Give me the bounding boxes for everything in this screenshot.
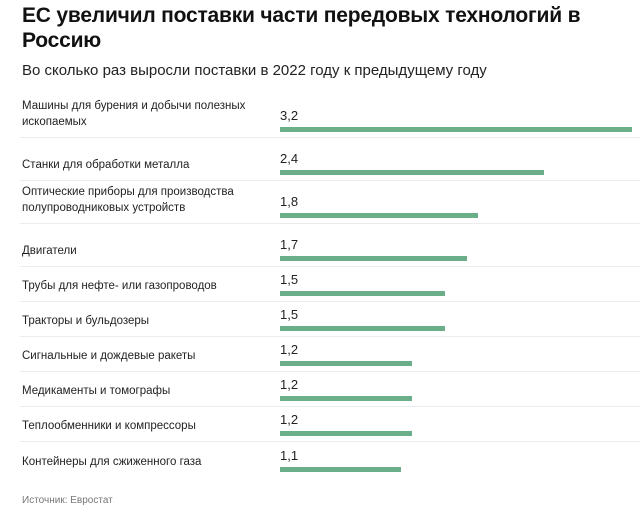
category-label: Двигатели (22, 245, 77, 257)
source-note: Источник: Евростат (22, 495, 113, 506)
bar (280, 127, 632, 132)
value-label: 1,2 (280, 377, 299, 392)
bar (280, 256, 467, 261)
value-label: 1,2 (280, 412, 299, 427)
bar (280, 170, 544, 175)
value-label: 2,4 (280, 151, 299, 166)
value-label: 1,5 (280, 272, 299, 287)
bar-row: Станки для обработки металла 2,4 (20, 138, 640, 181)
bar (280, 291, 445, 296)
bar-row: Трубы для нефте- или газопроводов 1,5 (20, 267, 640, 302)
value-label: 1,2 (280, 342, 299, 357)
bar-row: Теплообменники и компрессоры 1,2 (20, 407, 640, 442)
chart-title: ЕС увеличил поставки части передовых тех… (22, 4, 581, 52)
bar-row: Сигнальные и дождевые ракеты 1,2 (20, 337, 640, 372)
bar (280, 326, 445, 331)
category-label: Тракторы и бульдозеры (22, 315, 150, 327)
value-label: 3,2 (280, 108, 299, 123)
value-label: 1,7 (280, 237, 299, 252)
bar-row: Двигатели 1,7 (20, 224, 640, 267)
bar-row: Контейнеры для сжиженного газа 1,1 (20, 442, 640, 477)
category-label: Машины для бурения и добычи полезных иск… (22, 100, 246, 128)
category-label: Сигнальные и дождевые ракеты (22, 350, 196, 362)
category-label: Теплообменники и компрессоры (22, 420, 196, 432)
bar-row: Оптические приборы для производства полу… (20, 181, 640, 224)
chart-subtitle: Во сколько раз выросли поставки в 2022 г… (22, 62, 487, 79)
bar (280, 431, 412, 436)
category-label: Станки для обработки металла (22, 159, 190, 171)
value-label: 1,1 (280, 448, 299, 463)
bar (280, 467, 401, 472)
bar (280, 396, 412, 401)
bar-row: Тракторы и бульдозеры 1,5 (20, 302, 640, 337)
bar-row: Машины для бурения и добычи полезных иск… (20, 100, 640, 138)
value-label: 1,8 (280, 194, 299, 209)
bar-row: Медикаменты и томографы 1,2 (20, 372, 640, 407)
category-label: Оптические приборы для производства полу… (22, 186, 234, 214)
value-label: 1,5 (280, 307, 299, 322)
category-label: Медикаменты и томографы (22, 385, 171, 397)
category-label: Трубы для нефте- или газопроводов (22, 280, 217, 292)
category-label: Контейнеры для сжиженного газа (22, 456, 202, 468)
bar (280, 361, 412, 366)
bar (280, 213, 478, 218)
